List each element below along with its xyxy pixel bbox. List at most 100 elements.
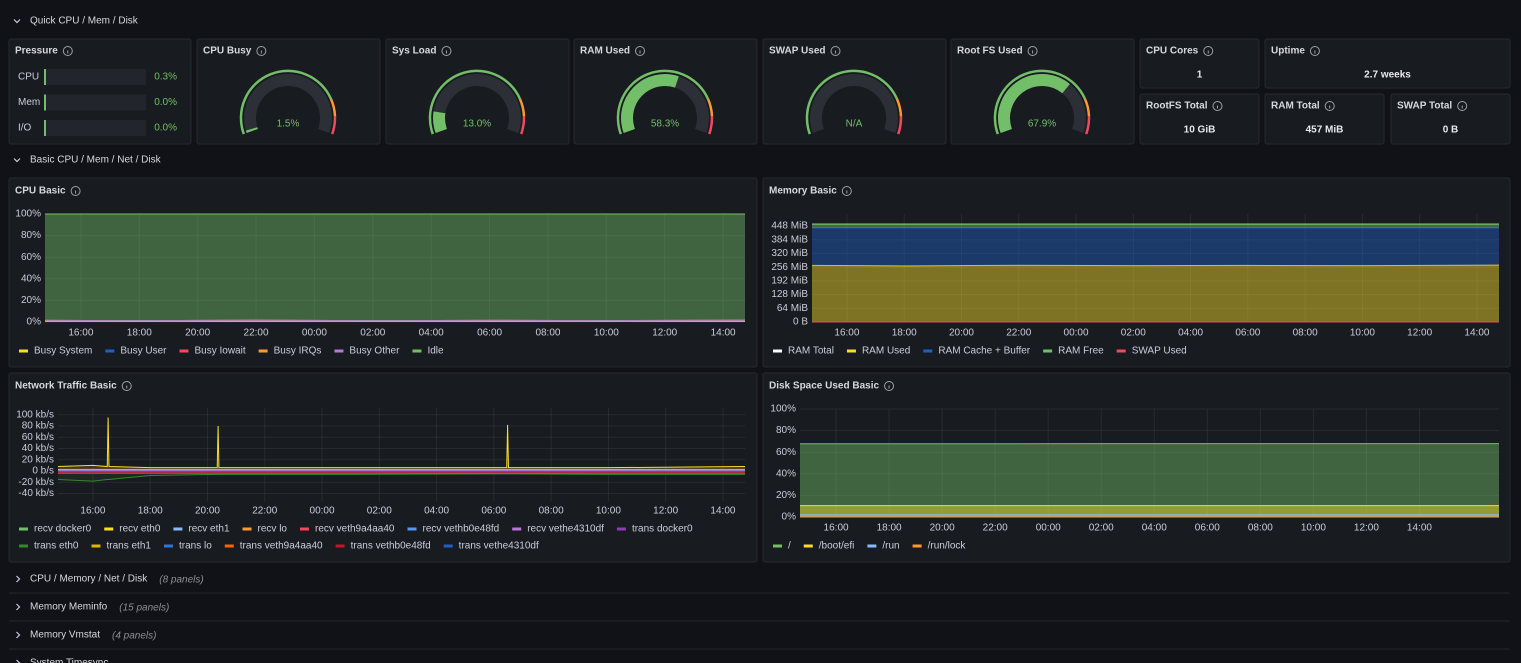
info-icon[interactable]: [121, 381, 132, 391]
info-icon[interactable]: [1324, 101, 1335, 111]
info-icon[interactable]: [830, 46, 841, 56]
legend-item[interactable]: RAM Free: [1043, 346, 1104, 357]
legend-item[interactable]: /boot/efi: [803, 541, 855, 552]
y-tick-label: 60%: [776, 447, 796, 458]
info-circle: [70, 186, 81, 196]
y-tick-label: 20 kb/s: [22, 454, 54, 465]
panel-title: CPU Cores: [1146, 46, 1199, 57]
y-tick-label: 384 MiB: [771, 234, 808, 245]
legend-item[interactable]: Busy Iowait: [179, 346, 246, 357]
x-tick-label: 02:00: [1121, 328, 1146, 339]
legend-label: trans veth9a4aa40: [240, 541, 323, 552]
legend-item[interactable]: recv vethe4310df: [512, 524, 604, 535]
info-icon[interactable]: [62, 46, 73, 56]
gauge-label: 13.0%: [463, 119, 491, 130]
legend-item[interactable]: trans eth0: [19, 541, 79, 552]
y-tick-label: 448 MiB: [771, 221, 808, 232]
panel-title: RAM Used: [580, 46, 630, 57]
legend-item[interactable]: Idle: [412, 346, 444, 357]
legend-item[interactable]: trans vethe4310df: [443, 541, 539, 552]
info-icon[interactable]: [884, 381, 895, 391]
legend-label: RAM Free: [1058, 346, 1104, 357]
row-title[interactable]: CPU / Memory / Net / Disk: [30, 574, 148, 585]
x-tick-label: 06:00: [481, 506, 506, 517]
legend-label: /run/lock: [928, 541, 967, 552]
y-tick-label: 100%: [15, 209, 41, 220]
legend-item[interactable]: /run: [867, 541, 900, 552]
info-icon[interactable]: [256, 46, 267, 56]
gauge-value: [998, 74, 1070, 134]
x-tick-label: 22:00: [244, 328, 269, 339]
info-icon[interactable]: [441, 46, 452, 56]
gauge-threshold: [706, 98, 714, 117]
info-icon[interactable]: [70, 186, 81, 196]
legend-item[interactable]: Busy IRQs: [258, 346, 322, 357]
plot: [800, 443, 1499, 518]
series-area: [812, 224, 1499, 228]
legend-item[interactable]: recv veth9a4aa40: [299, 524, 395, 535]
info-icon[interactable]: [841, 186, 852, 196]
info-icon[interactable]: [1309, 46, 1320, 56]
legend-item[interactable]: /run/lock: [912, 541, 967, 552]
legend-item[interactable]: recv vethb0e48fd: [407, 524, 500, 535]
legend-item[interactable]: Busy System: [19, 346, 92, 357]
panel: [762, 177, 1511, 368]
legend-label: /run: [882, 541, 899, 552]
legend-label: RAM Total: [788, 346, 834, 357]
y-tick-label: 60 kb/s: [22, 432, 54, 443]
legend-item[interactable]: RAM Used: [846, 346, 910, 357]
info-icon[interactable]: [1212, 101, 1223, 111]
row-title[interactable]: Memory Vmstat: [30, 630, 100, 641]
legend-item[interactable]: SWAP Used: [1116, 346, 1187, 357]
legend-item[interactable]: RAM Cache + Buffer: [923, 346, 1031, 357]
chevron: [16, 575, 21, 583]
legend-item[interactable]: trans vethb0e48fd: [335, 541, 431, 552]
row-title[interactable]: System Timesync: [30, 658, 108, 663]
section-title[interactable]: Quick CPU / Mem / Disk: [30, 16, 139, 27]
legend-item[interactable]: trans veth9a4aa40: [224, 541, 323, 552]
x-tick-label: 14:00: [710, 506, 735, 517]
legend-item[interactable]: recv eth1: [173, 524, 230, 535]
chevron: [13, 19, 21, 24]
legend-label: trans vethe4310df: [459, 541, 539, 552]
x-tick-label: 04:00: [1178, 328, 1203, 339]
x-tick-label: 14:00: [1407, 523, 1432, 534]
x-tick-label: 02:00: [360, 328, 385, 339]
legend-item[interactable]: trans docker0: [616, 524, 693, 535]
row-note: (4 panels): [112, 631, 156, 642]
legend-item[interactable]: trans lo: [163, 541, 212, 552]
legend-item[interactable]: RAM Total: [773, 346, 834, 357]
legend-label: trans eth1: [106, 541, 151, 552]
legend-item[interactable]: Busy Other: [334, 346, 400, 357]
x-tick-label: 04:00: [419, 328, 444, 339]
row-title[interactable]: Memory Meminfo: [30, 602, 108, 613]
legend-item[interactable]: recv lo: [242, 524, 288, 535]
pressure-label: CPU: [18, 72, 39, 83]
x-tick-label: 00:00: [1036, 523, 1061, 534]
pressure-bar: [44, 94, 46, 111]
legend-item[interactable]: recv eth0: [104, 524, 161, 535]
info-icon[interactable]: [635, 46, 646, 56]
legend-item[interactable]: recv docker0: [19, 524, 92, 535]
legend-label: trans lo: [179, 541, 212, 552]
section-title[interactable]: Basic CPU / Mem / Net / Disk: [30, 155, 162, 166]
y-tick-label: 80%: [21, 230, 41, 241]
x-tick-label: 00:00: [302, 328, 327, 339]
y-tick-label: 64 MiB: [777, 303, 808, 314]
gauge-track: [810, 74, 898, 134]
y-tick-label: 40 kb/s: [22, 443, 54, 454]
legend-label: Busy System: [34, 346, 92, 357]
info-icon[interactable]: [1203, 46, 1214, 56]
legend-item[interactable]: /: [773, 541, 791, 552]
info-circle: [1203, 46, 1214, 56]
legend-item[interactable]: Busy User: [105, 346, 167, 357]
info-icon[interactable]: [1027, 46, 1038, 56]
info-icon[interactable]: [1457, 101, 1468, 111]
legend-label: recv docker0: [34, 524, 92, 535]
stat-value: 1: [1197, 70, 1203, 81]
stat-value: 2.7 weeks: [1364, 70, 1411, 81]
x-tick-label: 16:00: [80, 506, 105, 517]
panel: [1139, 93, 1260, 145]
legend-item[interactable]: trans eth1: [91, 541, 151, 552]
